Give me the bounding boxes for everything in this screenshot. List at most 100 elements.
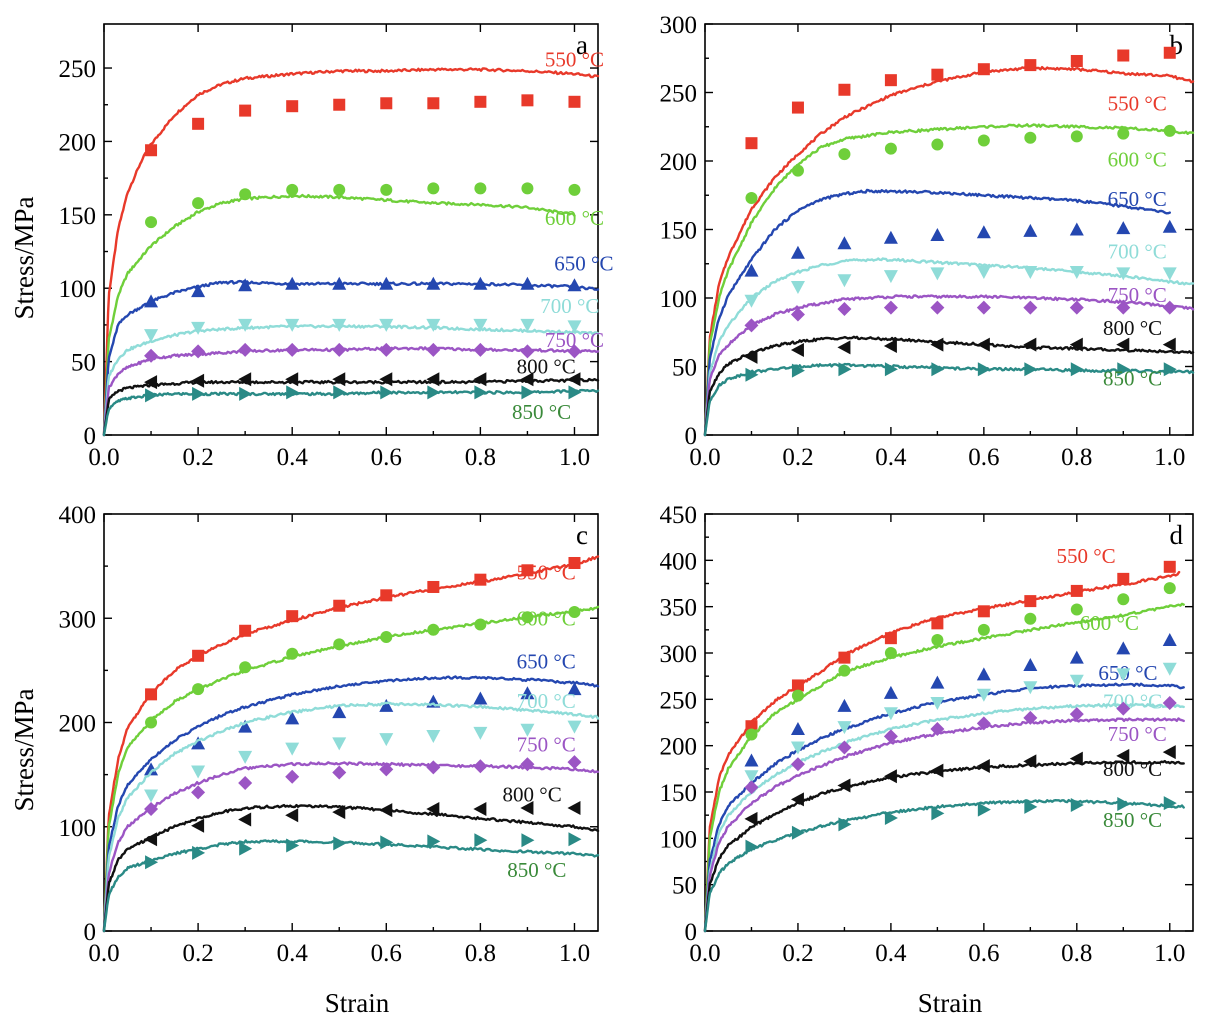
data-point-750: [930, 721, 945, 736]
y-tick-label: 0: [685, 919, 698, 946]
data-point-700: [520, 318, 535, 332]
y-tick-label: 200: [59, 711, 97, 738]
data-point-550: [1163, 560, 1176, 573]
data-point-700: [238, 318, 253, 332]
data-point-600: [884, 647, 897, 659]
series-line-650: [102, 675, 600, 933]
data-point-650: [1069, 222, 1084, 236]
data-point-750: [379, 342, 394, 357]
data-point-750: [144, 348, 159, 363]
series-label-800: 800 °C: [503, 783, 562, 807]
data-point-700: [744, 770, 759, 784]
data-point-650: [930, 227, 945, 241]
data-point-700: [285, 742, 300, 756]
data-point-850: [286, 385, 300, 400]
data-point-750: [1162, 300, 1177, 315]
data-point-800: [744, 811, 758, 826]
data-point-700: [191, 765, 206, 779]
series-line-650: [703, 682, 1185, 933]
data-point-850: [568, 832, 582, 847]
series-line-600: [102, 605, 600, 933]
data-point-850: [1163, 796, 1177, 811]
data-point-700: [144, 329, 159, 343]
data-point-750: [238, 775, 253, 790]
x-axis-title-right: Strain: [918, 988, 983, 1018]
data-point-700: [332, 318, 347, 332]
data-point-850: [884, 362, 898, 377]
data-point-850: [286, 838, 300, 853]
data-point-650: [1023, 658, 1038, 672]
data-point-800: [837, 778, 851, 793]
data-point-850: [791, 825, 805, 840]
data-point-700: [883, 270, 898, 284]
data-point-650: [567, 682, 582, 696]
series-label-800: 800 °C: [517, 354, 576, 378]
data-point-650: [285, 711, 300, 725]
series-label-650: 650 °C: [1098, 661, 1157, 685]
y-tick-label: 100: [59, 276, 97, 303]
series-label-850: 850 °C: [1103, 367, 1162, 391]
data-point-550: [977, 63, 990, 76]
data-point-750: [1023, 300, 1038, 315]
data-point-650: [332, 705, 347, 719]
data-point-800: [426, 372, 440, 387]
series-label-700: 700 °C: [1103, 690, 1162, 714]
series-line-700: [703, 702, 1185, 933]
series-label-750: 750 °C: [545, 328, 604, 352]
data-point-800: [285, 808, 299, 823]
x-tick-label: 0.0: [689, 444, 720, 471]
data-point-800: [1162, 745, 1176, 760]
data-point-600: [192, 197, 205, 210]
series-line-650: [102, 279, 600, 437]
data-point-700: [191, 321, 206, 335]
data-point-550: [1070, 54, 1083, 67]
data-point-550: [931, 68, 944, 81]
x-tick-label: 0.0: [88, 444, 119, 471]
data-point-550: [977, 605, 990, 618]
data-point-750: [790, 307, 805, 322]
data-point-850: [884, 810, 898, 825]
data-point-750: [285, 769, 300, 784]
series-line-700: [102, 324, 600, 437]
data-point-600: [427, 182, 440, 195]
data-point-650: [1162, 219, 1177, 233]
data-point-600: [791, 689, 804, 702]
data-point-550: [192, 117, 205, 130]
series-label-800: 800 °C: [1103, 316, 1162, 340]
data-point-600: [427, 623, 440, 636]
series-line-600: [102, 193, 576, 437]
data-point-850: [1070, 797, 1084, 812]
data-point-700: [473, 318, 488, 332]
data-point-750: [285, 342, 300, 357]
data-point-650: [144, 762, 159, 776]
y-tick-label: 300: [660, 12, 698, 39]
data-point-600: [521, 611, 534, 624]
data-point-750: [883, 729, 898, 744]
data-point-750: [426, 342, 441, 357]
data-point-700: [790, 281, 805, 295]
data-point-800: [567, 372, 581, 387]
series-label-850: 850 °C: [1103, 808, 1162, 832]
x-tick-label: 0.4: [875, 444, 907, 471]
data-point-850: [521, 385, 535, 400]
series-label-600: 600 °C: [545, 206, 604, 230]
data-point-800: [883, 338, 897, 353]
x-tick-label: 0.4: [277, 444, 309, 471]
x-tick-label: 0.6: [968, 444, 999, 471]
data-point-650: [1162, 633, 1177, 647]
data-point-600: [286, 647, 299, 660]
data-point-750: [332, 342, 347, 357]
data-point-850: [1117, 362, 1131, 377]
data-point-550: [838, 83, 851, 96]
data-point-600: [333, 183, 346, 196]
data-point-650: [1023, 223, 1038, 237]
data-point-550: [1024, 59, 1037, 72]
y-tick-label: 200: [660, 149, 698, 176]
data-point-850: [1163, 362, 1177, 377]
y-tick-label: 150: [660, 780, 698, 807]
data-point-800: [790, 792, 804, 807]
data-point-700: [426, 730, 441, 744]
data-point-850: [427, 834, 441, 849]
data-point-750: [567, 755, 582, 770]
